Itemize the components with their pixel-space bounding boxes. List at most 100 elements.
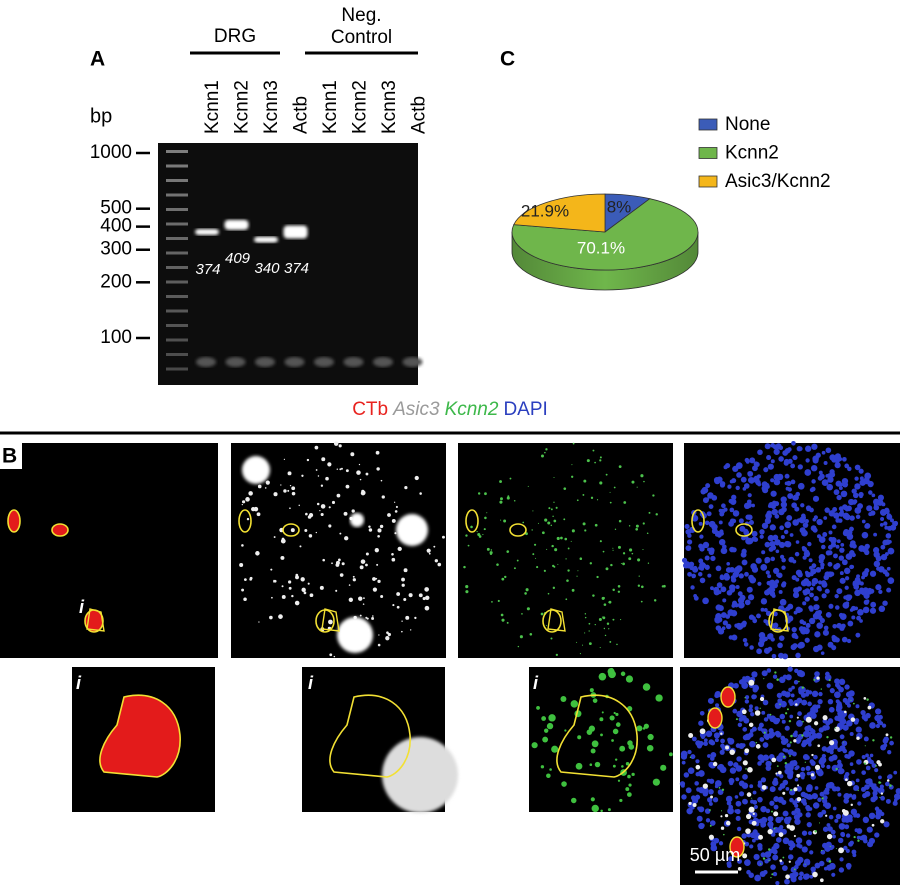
signal bbox=[744, 859, 751, 866]
signal bbox=[861, 770, 867, 775]
signal bbox=[486, 512, 488, 514]
signal bbox=[880, 795, 885, 801]
signal bbox=[812, 495, 820, 502]
signal bbox=[855, 704, 860, 709]
signal bbox=[835, 707, 841, 713]
pie-slice bbox=[511, 198, 699, 271]
signal bbox=[743, 528, 749, 534]
signal bbox=[765, 765, 772, 771]
signal bbox=[590, 496, 594, 500]
signal bbox=[751, 797, 753, 799]
signal bbox=[755, 741, 758, 744]
signal bbox=[864, 549, 870, 556]
signal bbox=[801, 686, 805, 689]
signal bbox=[718, 508, 723, 513]
pie-shade bbox=[512, 232, 698, 290]
signal bbox=[791, 502, 798, 509]
signal bbox=[506, 550, 510, 553]
signal bbox=[743, 483, 750, 489]
signal bbox=[798, 641, 805, 649]
stain-name: CTb bbox=[352, 399, 388, 420]
signal bbox=[826, 483, 834, 491]
signal bbox=[787, 773, 793, 780]
signal bbox=[691, 573, 697, 579]
signal bbox=[838, 847, 845, 854]
signal bbox=[838, 555, 845, 561]
signal bbox=[884, 539, 891, 545]
signal bbox=[608, 600, 612, 604]
signal bbox=[648, 511, 651, 514]
signal bbox=[707, 697, 714, 704]
signal bbox=[809, 607, 814, 612]
signal bbox=[680, 753, 688, 760]
signal bbox=[741, 833, 747, 839]
signal bbox=[734, 566, 740, 572]
signal bbox=[610, 667, 614, 671]
signal bbox=[841, 740, 848, 747]
signal bbox=[785, 541, 792, 548]
marker-label: 500 bbox=[100, 198, 132, 219]
signal bbox=[623, 501, 627, 504]
signal bbox=[760, 777, 767, 783]
signal bbox=[772, 871, 778, 877]
signal bbox=[753, 804, 758, 810]
signal bbox=[333, 655, 336, 658]
signal bbox=[584, 529, 587, 532]
signal bbox=[813, 595, 819, 602]
signal bbox=[850, 717, 856, 722]
signal bbox=[783, 460, 789, 466]
signal bbox=[377, 528, 382, 533]
cluster bbox=[350, 513, 364, 527]
signal bbox=[737, 722, 743, 728]
signal bbox=[770, 490, 777, 497]
signal bbox=[280, 484, 282, 486]
signal bbox=[561, 781, 567, 787]
signal bbox=[663, 584, 666, 588]
signal bbox=[774, 671, 777, 674]
signal bbox=[599, 456, 602, 459]
slice-label: 8% bbox=[607, 197, 632, 216]
signal bbox=[775, 731, 782, 738]
signal bbox=[683, 562, 689, 569]
signal bbox=[802, 801, 808, 806]
signal bbox=[828, 603, 834, 609]
signal bbox=[773, 611, 778, 617]
signal bbox=[865, 753, 869, 758]
signal bbox=[869, 722, 876, 729]
signal bbox=[828, 814, 834, 820]
signal bbox=[769, 540, 776, 548]
signal bbox=[884, 552, 889, 556]
ladder-rung bbox=[166, 280, 188, 284]
band bbox=[283, 225, 308, 239]
signal bbox=[735, 462, 743, 469]
signal bbox=[694, 794, 701, 800]
signal bbox=[805, 623, 811, 628]
signal bbox=[742, 727, 748, 732]
signal bbox=[594, 623, 596, 626]
signal bbox=[646, 532, 649, 535]
slice-label: 21.9% bbox=[521, 201, 569, 220]
merge-cell bbox=[720, 686, 736, 708]
signal bbox=[837, 747, 842, 752]
signal bbox=[751, 820, 757, 826]
inset-label: i bbox=[533, 673, 539, 693]
signal bbox=[778, 635, 785, 641]
signal bbox=[405, 615, 410, 620]
signal bbox=[796, 796, 802, 802]
signal bbox=[643, 480, 645, 483]
signal bbox=[327, 462, 332, 467]
signal bbox=[588, 622, 591, 625]
signal bbox=[591, 804, 599, 813]
signal bbox=[849, 515, 855, 521]
signal bbox=[718, 787, 721, 789]
signal bbox=[719, 531, 724, 536]
signal bbox=[729, 586, 736, 593]
signal bbox=[344, 536, 349, 541]
signal bbox=[702, 541, 710, 549]
signal bbox=[301, 587, 306, 592]
signal bbox=[823, 516, 828, 520]
signal bbox=[358, 596, 363, 601]
signal bbox=[536, 706, 540, 710]
signal bbox=[740, 551, 747, 558]
signal bbox=[410, 629, 412, 631]
